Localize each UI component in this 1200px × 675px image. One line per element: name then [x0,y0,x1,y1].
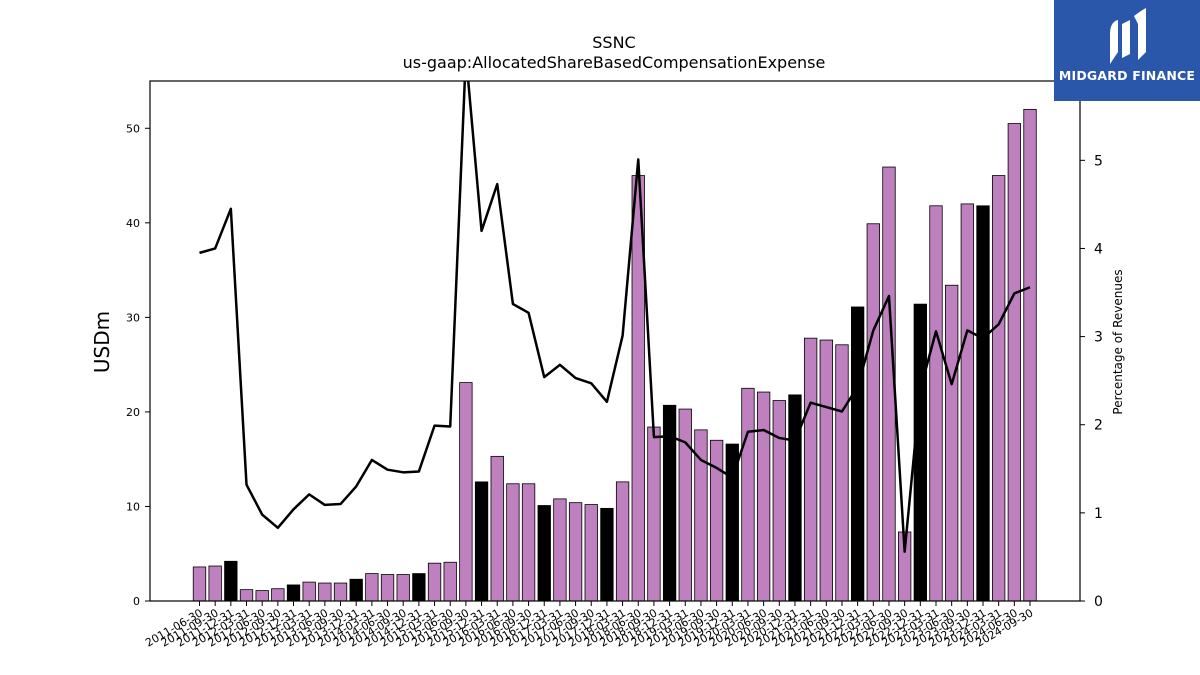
bar [568,502,583,602]
y2-tick-label: 0 [1094,594,1103,610]
y-tick-label: 0 [133,595,140,608]
bar [224,560,238,602]
bar [506,483,520,602]
y2-tick-label: 4 [1094,241,1103,257]
bar [756,391,771,602]
bar [600,507,614,602]
bar [239,589,254,602]
bar [365,573,379,602]
y2-tick-label: 1 [1094,506,1103,522]
bar [443,561,457,602]
bar [1007,123,1021,602]
midgard-logo-icon [1110,8,1146,64]
y-axis-label: USDm [90,311,114,373]
axes-group: 010203040500123452011-06-302011-09-30201… [126,80,1103,650]
bar [960,203,974,602]
bar [929,205,943,602]
bar [803,337,818,602]
bar [819,339,833,602]
bar [772,400,786,602]
chart-subtitle: us-gaap:AllocatedShareBasedCompensationE… [403,53,826,72]
bar [741,387,755,602]
bar [459,382,473,602]
bar [788,394,802,602]
bar [380,574,395,602]
bar [333,582,348,602]
bar [976,205,990,602]
brand-name: MIDGARD FINANCE [1058,68,1196,83]
bar [318,582,332,602]
y2-tick-label: 5 [1094,153,1103,169]
bar [945,284,959,602]
bar [349,578,363,602]
bar [866,223,880,602]
bar [396,574,410,602]
y-tick-label: 10 [126,500,140,513]
y-tick-label: 50 [126,122,140,135]
line-group [199,81,1031,553]
bar [521,483,536,602]
y-tick-label: 30 [126,311,140,324]
bar [850,306,865,602]
bar [537,505,551,602]
bar [662,404,677,602]
plot-frame [149,80,1081,602]
y-tick-label: 20 [126,406,140,419]
bar [835,344,849,602]
bar [913,303,927,602]
bar [286,584,301,602]
bar [271,588,285,602]
bar [992,175,1006,602]
chart-title: SSNC [592,33,635,52]
bars-group [192,108,1037,602]
y2-tick-label: 2 [1094,418,1103,434]
bar [412,573,426,602]
bar [678,408,692,602]
y2-tick-label: 3 [1094,330,1103,346]
brand-logo: MIDGARD FINANCE [1054,0,1200,101]
bar [302,581,316,602]
bar [490,455,504,602]
bar [647,426,661,602]
bar [1023,108,1037,602]
bar [427,562,442,602]
bar [208,565,222,602]
bar [615,481,630,602]
bar [255,590,269,602]
bar [474,481,489,602]
y2-axis-label: Percentage of Revenues [1111,269,1125,414]
bar [192,566,207,602]
bar [584,504,598,602]
y-tick-label: 40 [126,217,140,230]
bar [553,498,567,602]
pct-revenue-line [199,81,1031,553]
